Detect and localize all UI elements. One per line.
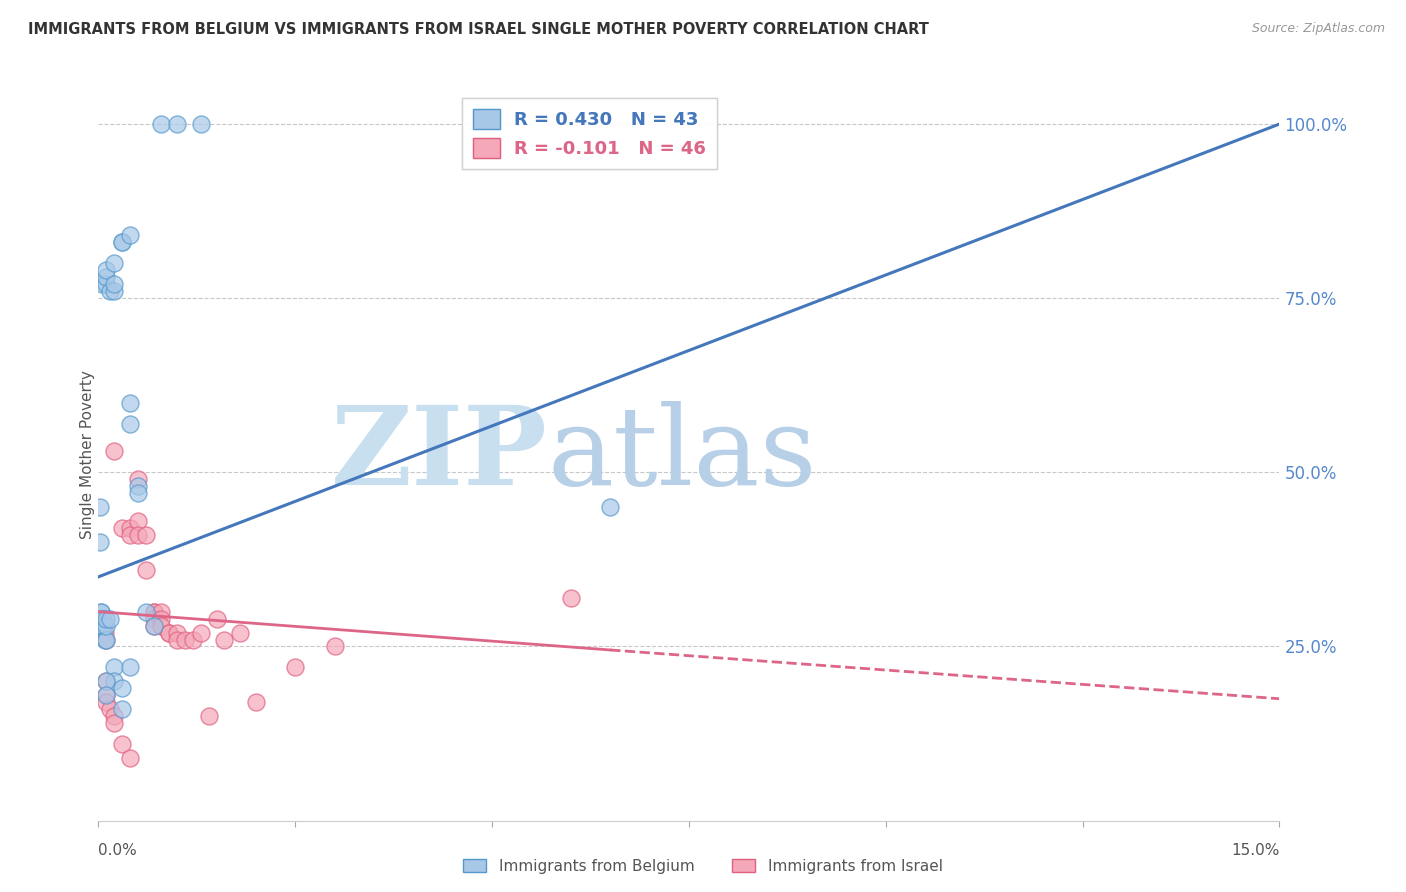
Legend: Immigrants from Belgium, Immigrants from Israel: Immigrants from Belgium, Immigrants from… [457, 853, 949, 880]
Point [150, 612, 173, 626]
Legend: R = 0.430   N = 43, R = -0.101   N = 46: R = 0.430 N = 43, R = -0.101 N = 46 [461, 98, 717, 169]
Point [103, 256, 125, 270]
Point [91, 277, 114, 292]
Point [91, 618, 114, 632]
Point [93, 625, 115, 640]
Point [142, 605, 165, 619]
Point [323, 640, 346, 654]
Point [166, 625, 188, 640]
Point [214, 632, 236, 647]
Point [150, 117, 173, 131]
Point [96, 674, 118, 689]
Point [190, 117, 212, 131]
Point [98, 702, 121, 716]
Point [142, 618, 165, 632]
Point [96, 632, 118, 647]
Point [118, 751, 141, 765]
Point [118, 417, 141, 431]
Point [229, 625, 252, 640]
Point [96, 674, 118, 689]
Point [135, 528, 157, 542]
Point [96, 263, 118, 277]
Point [118, 528, 141, 542]
Point [157, 625, 180, 640]
Point [127, 514, 149, 528]
Point [245, 695, 267, 709]
Point [111, 235, 134, 250]
Y-axis label: Single Mother Poverty: Single Mother Poverty [80, 370, 94, 540]
Point [118, 395, 141, 409]
Point [118, 228, 141, 243]
Point [111, 737, 134, 751]
Point [98, 284, 121, 298]
Text: ZIP: ZIP [330, 401, 547, 508]
Point [181, 632, 204, 647]
Point [127, 479, 149, 493]
Point [127, 472, 149, 486]
Point [111, 235, 134, 250]
Point [91, 625, 114, 640]
Point [118, 521, 141, 535]
Point [96, 270, 118, 285]
Text: atlas: atlas [547, 401, 817, 508]
Point [90, 605, 112, 619]
Point [103, 709, 125, 723]
Point [166, 117, 188, 131]
Point [91, 612, 114, 626]
Point [111, 702, 134, 716]
Point [89, 612, 111, 626]
Point [96, 695, 118, 709]
Point [96, 277, 118, 292]
Point [103, 674, 125, 689]
Point [96, 612, 118, 626]
Point [96, 688, 118, 702]
Point [560, 591, 582, 605]
Point [90, 612, 112, 626]
Point [150, 618, 173, 632]
Point [118, 660, 141, 674]
Point [135, 563, 157, 577]
Text: IMMIGRANTS FROM BELGIUM VS IMMIGRANTS FROM ISRAEL SINGLE MOTHER POVERTY CORRELAT: IMMIGRANTS FROM BELGIUM VS IMMIGRANTS FR… [28, 22, 929, 37]
Text: 15.0%: 15.0% [1232, 843, 1279, 858]
Point [96, 632, 118, 647]
Point [89, 535, 111, 549]
Point [90, 605, 112, 619]
Point [150, 605, 173, 619]
Point [89, 500, 111, 515]
Point [98, 612, 121, 626]
Point [91, 618, 114, 632]
Point [166, 632, 188, 647]
Point [111, 521, 134, 535]
Point [103, 660, 125, 674]
Point [96, 618, 118, 632]
Text: Source: ZipAtlas.com: Source: ZipAtlas.com [1251, 22, 1385, 36]
Point [103, 716, 125, 731]
Point [93, 632, 115, 647]
Point [135, 605, 157, 619]
Point [197, 709, 219, 723]
Point [127, 528, 149, 542]
Point [91, 612, 114, 626]
Point [599, 500, 621, 515]
Point [96, 688, 118, 702]
Point [174, 632, 197, 647]
Point [142, 605, 165, 619]
Point [190, 625, 212, 640]
Point [90, 618, 112, 632]
Point [127, 486, 149, 500]
Point [111, 681, 134, 696]
Point [205, 612, 228, 626]
Point [142, 618, 165, 632]
Point [284, 660, 307, 674]
Point [157, 625, 180, 640]
Point [90, 618, 112, 632]
Point [103, 444, 125, 458]
Point [90, 612, 112, 626]
Point [103, 284, 125, 298]
Text: 0.0%: 0.0% [98, 843, 138, 858]
Point [103, 277, 125, 292]
Point [91, 618, 114, 632]
Point [142, 612, 165, 626]
